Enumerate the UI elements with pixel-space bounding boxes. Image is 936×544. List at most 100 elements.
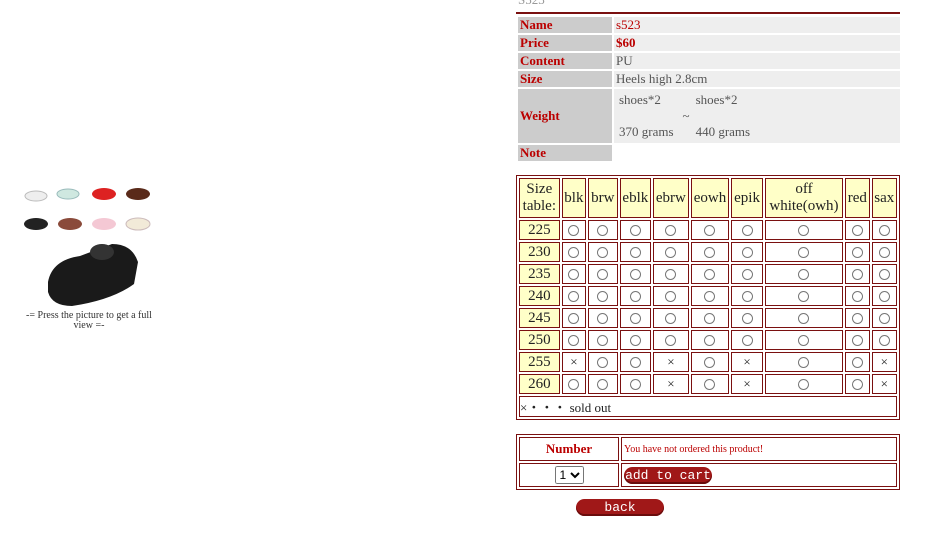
color-header: brw <box>588 178 618 218</box>
size-radio[interactable] <box>878 290 890 302</box>
size-radio[interactable] <box>741 290 753 302</box>
size-radio[interactable] <box>878 334 890 346</box>
weight-column: shoes*2 440 grams <box>696 92 751 140</box>
detail-label: Weight <box>518 89 612 143</box>
size-cell <box>845 220 870 240</box>
size-radio[interactable] <box>851 268 863 280</box>
size-radio[interactable] <box>741 334 753 346</box>
size-radio[interactable] <box>704 246 716 258</box>
size-cell <box>588 308 618 328</box>
size-radio[interactable] <box>798 290 810 302</box>
size-radio[interactable] <box>851 312 863 324</box>
size-radio[interactable] <box>568 334 580 346</box>
size-radio[interactable] <box>665 224 677 236</box>
size-radio[interactable] <box>597 312 609 324</box>
size-radio[interactable] <box>704 334 716 346</box>
size-radio[interactable] <box>851 246 863 258</box>
size-radio[interactable] <box>568 246 580 258</box>
weight-text: 440 grams <box>695 124 751 139</box>
size-radio[interactable] <box>798 356 810 368</box>
size-radio[interactable] <box>704 268 716 280</box>
size-cell <box>764 374 844 394</box>
size-cell <box>845 286 870 306</box>
size-radio[interactable] <box>851 378 863 390</box>
size-radio[interactable] <box>597 246 609 258</box>
size-radio[interactable] <box>597 224 609 236</box>
size-radio[interactable] <box>798 334 810 346</box>
size-radio[interactable] <box>704 312 716 324</box>
size-row: 250 <box>519 330 897 350</box>
size-radio[interactable] <box>741 312 753 324</box>
size-radio[interactable] <box>741 224 753 236</box>
size-radio[interactable] <box>704 356 716 368</box>
size-radio[interactable] <box>597 378 609 390</box>
size-radio[interactable] <box>878 224 890 236</box>
detail-value: Heels high 2.8cm <box>614 71 900 87</box>
size-radio[interactable] <box>597 356 609 368</box>
back-button[interactable]: back <box>576 499 664 516</box>
color-header: blk <box>561 178 587 218</box>
quantity-select[interactable]: 1 <box>554 466 584 484</box>
size-radio[interactable] <box>851 224 863 236</box>
size-value: 230 <box>519 242 560 262</box>
add-to-cart-button[interactable]: add to cart <box>624 466 712 484</box>
size-radio[interactable] <box>878 246 890 258</box>
size-radio[interactable] <box>878 312 890 324</box>
size-radio[interactable] <box>629 290 641 302</box>
size-radio[interactable] <box>704 378 716 390</box>
size-radio[interactable] <box>597 334 609 346</box>
size-radio[interactable] <box>629 246 641 258</box>
color-header: eblk <box>619 178 652 218</box>
divider <box>516 12 900 14</box>
size-radio[interactable] <box>741 268 753 280</box>
detail-label: Note <box>518 145 612 161</box>
size-radio[interactable] <box>629 378 641 390</box>
size-radio[interactable] <box>665 312 677 324</box>
sold-out-mark: × <box>871 352 897 372</box>
detail-label: Content <box>518 53 612 69</box>
size-radio[interactable] <box>665 334 677 346</box>
quantity-cell: 1 <box>519 463 619 487</box>
add-cell: add to cart <box>621 463 897 487</box>
size-radio[interactable] <box>741 246 753 258</box>
size-radio[interactable] <box>851 290 863 302</box>
size-cell <box>764 352 844 372</box>
size-radio[interactable] <box>629 224 641 236</box>
size-radio[interactable] <box>878 268 890 280</box>
size-cell <box>588 220 618 240</box>
size-radio[interactable] <box>665 290 677 302</box>
product-image[interactable] <box>22 182 156 310</box>
size-radio[interactable] <box>629 334 641 346</box>
size-radio[interactable] <box>568 312 580 324</box>
order-row: 1 add to cart <box>519 463 897 487</box>
size-cell <box>845 264 870 284</box>
size-value: 250 <box>519 330 560 350</box>
size-cell <box>731 220 763 240</box>
size-radio[interactable] <box>568 268 580 280</box>
size-radio[interactable] <box>629 312 641 324</box>
weight-column: shoes*2 370 grams <box>619 92 674 140</box>
sold-out-mark: × <box>653 374 689 394</box>
size-radio[interactable] <box>704 224 716 236</box>
size-cell <box>845 352 870 372</box>
size-radio[interactable] <box>597 290 609 302</box>
size-radio[interactable] <box>798 246 810 258</box>
size-radio[interactable] <box>665 246 677 258</box>
size-radio[interactable] <box>798 268 810 280</box>
size-radio[interactable] <box>851 334 863 346</box>
size-radio[interactable] <box>597 268 609 280</box>
size-radio[interactable] <box>798 224 810 236</box>
size-radio[interactable] <box>568 378 580 390</box>
size-radio[interactable] <box>665 268 677 280</box>
size-radio[interactable] <box>798 378 810 390</box>
size-value: 255 <box>519 352 560 372</box>
size-radio[interactable] <box>568 290 580 302</box>
size-radio[interactable] <box>629 268 641 280</box>
size-radio[interactable] <box>568 224 580 236</box>
size-radio[interactable] <box>629 356 641 368</box>
size-radio[interactable] <box>851 356 863 368</box>
size-radio[interactable] <box>704 290 716 302</box>
size-cell <box>764 286 844 306</box>
size-radio[interactable] <box>798 312 810 324</box>
